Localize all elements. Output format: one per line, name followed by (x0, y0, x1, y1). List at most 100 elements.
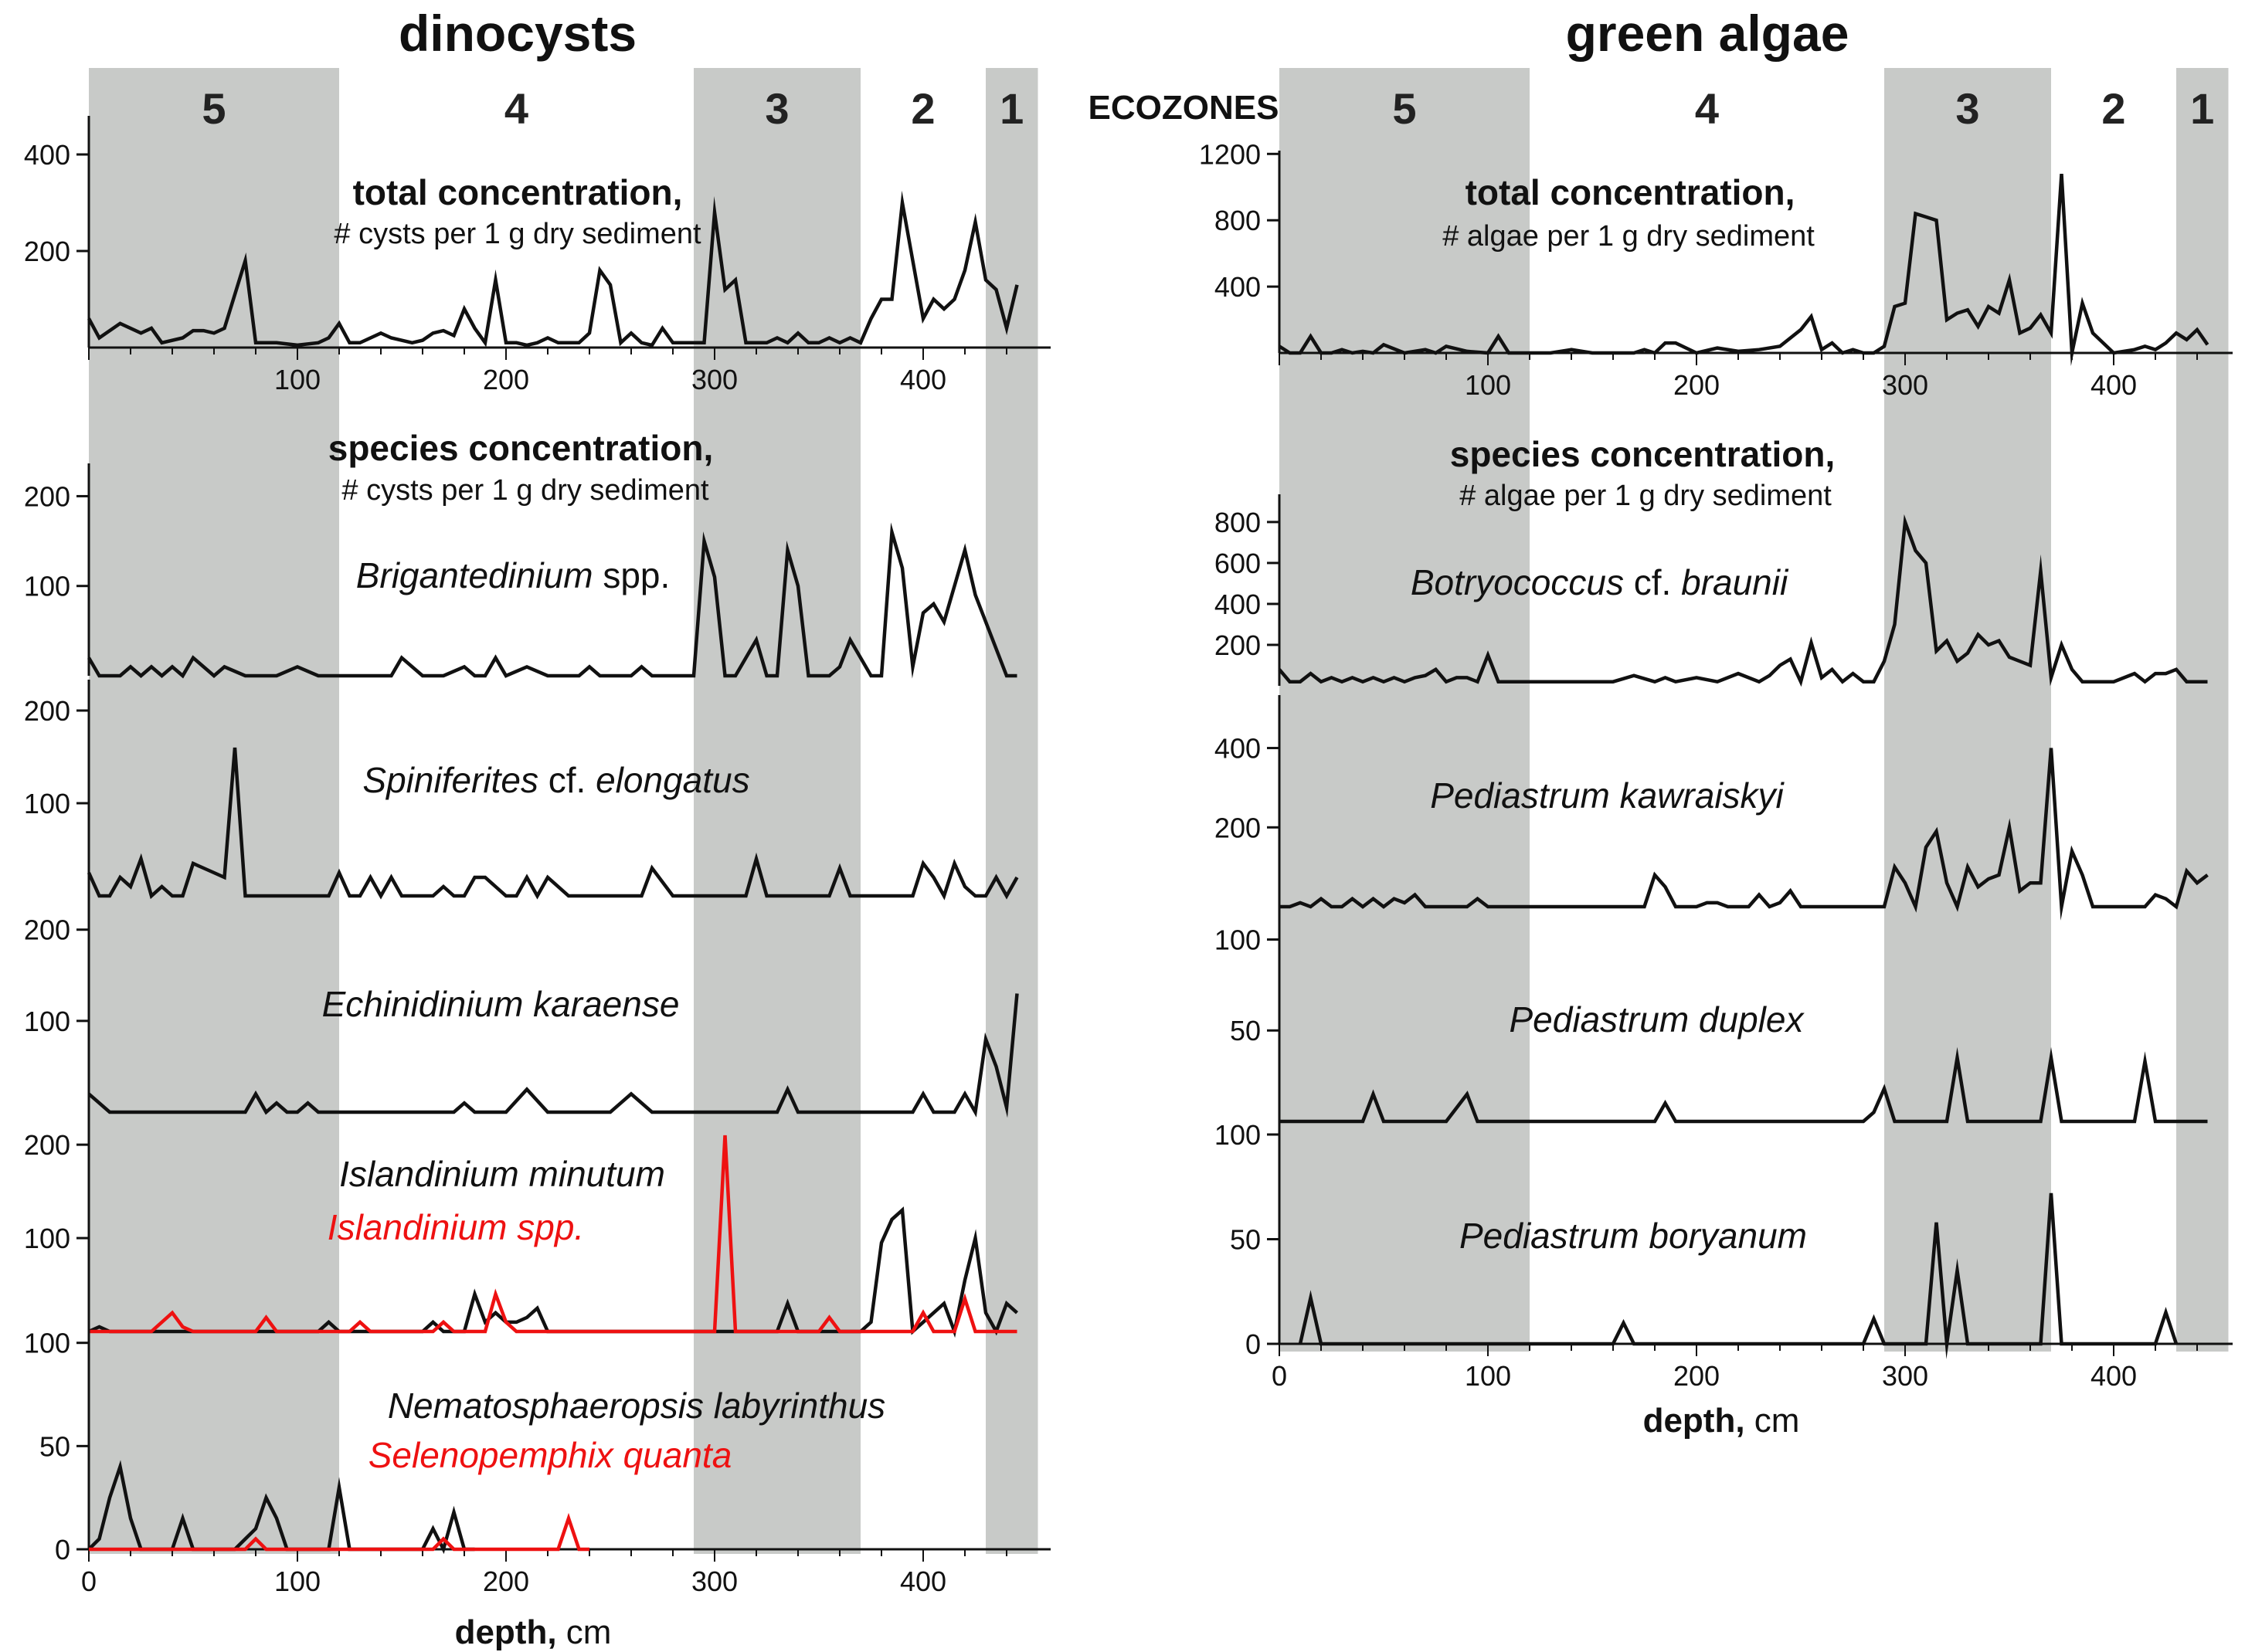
series-brigantedinium-spp- (87, 522, 1017, 679)
ecozone-label-2: 2 (911, 84, 935, 133)
label-brigantedinium: Brigantedinium spp. (356, 555, 671, 595)
x-tick-label: 0 (81, 1565, 97, 1597)
y-tick-label: 200 (24, 1129, 70, 1161)
ecozone-band-3 (1884, 68, 2051, 1352)
series-total (87, 190, 1019, 348)
algae-species-title: species concentration, (1450, 434, 1836, 474)
chart-dino-spin: 100 200 (24, 680, 1019, 901)
label-islandinium-spp: Islandinium spp. (328, 1207, 584, 1247)
y-tick-label: 400 (24, 139, 70, 171)
label-pediastrum-duplex: Pediastrum duplex (1510, 999, 1805, 1040)
dino-species-title: species concentration, (328, 428, 714, 468)
ecozone-band-5 (1279, 68, 1530, 1352)
label-selenopemphix: Selenopemphix quanta (369, 1435, 732, 1475)
ecozone-labels: 5 4 3 2 1 5 4 3 2 1 (202, 84, 2214, 133)
y-tick-label: 0 (55, 1534, 70, 1565)
chart-dino-total: 200 400 100 200 300 400 (24, 116, 1051, 395)
y-tick-label: 0 (1245, 1328, 1261, 1360)
x-tick-label: 400 (2090, 369, 2137, 401)
x-tick-label: 400 (900, 1565, 946, 1597)
algae-x-axis-label: depth, cm (1643, 1402, 1800, 1440)
dinocysts-title: dinocysts (399, 5, 637, 62)
series-selenopemphix-quanta (89, 1512, 589, 1552)
ecozone-shading-green-algae (1279, 68, 2229, 1352)
chart-algae-bory: 0 50 100 0 100 200 300 400 (1214, 1119, 2233, 1392)
x-tick-label: 300 (1882, 369, 1928, 401)
chart-algae-botry: 200 400 600 800 (1214, 494, 2208, 687)
x-tick-label: 300 (691, 364, 738, 395)
y-tick-label: 400 (1214, 589, 1261, 620)
label-islandinium-minutum: Islandinium minutum (339, 1154, 665, 1194)
x-tick-label: 100 (274, 364, 321, 395)
chart-dino-echi: 100 200 (24, 896, 1019, 1118)
label-spiniferites: Spiniferites cf. elongatus (362, 760, 749, 800)
label-nematosphaeropsis: Nematosphaeropsis labyrinthus (388, 1386, 885, 1426)
label-botryococcus: Botryococcus cf. braunii (1411, 562, 1789, 602)
y-tick-label: 200 (1214, 629, 1261, 661)
dino-total-title: total concentration, (353, 172, 683, 212)
chart-algae-duplex: 50 100 (1214, 904, 2208, 1124)
x-tick-label: 300 (1882, 1360, 1928, 1392)
y-tick-label: 200 (1214, 812, 1261, 843)
chart-dino-isl: 100 200 (24, 1112, 1019, 1338)
series-pediastrum-duplex (1279, 1046, 2208, 1124)
y-tick-label: 400 (1214, 271, 1261, 303)
series-spiniferites-cf-elongatus (87, 747, 1019, 901)
ecozones-label: ECOZONES (1089, 89, 1279, 127)
y-tick-label: 800 (1214, 507, 1261, 538)
ecozone-band-1 (2176, 68, 2229, 1352)
ecozone-label-1: 1 (1000, 84, 1024, 133)
y-tick-label: 200 (24, 695, 70, 727)
chart-dino-nem: 0 50 100 0 100 200 300 400 (24, 1328, 1051, 1597)
series-botryococcus-cf-braunii (1278, 514, 2208, 687)
algae-species-subtitle: # algae per 1 g dry sediment (1459, 480, 1832, 512)
y-tick-label: 600 (1214, 548, 1261, 579)
series-nematosphaeropsis-labyrinthus (87, 1460, 475, 1555)
x-tick-label: 200 (483, 364, 529, 395)
algae-total-title: total concentration, (1466, 172, 1795, 212)
y-tick-label: 800 (1214, 205, 1261, 236)
y-tick-label: 100 (1214, 1119, 1261, 1151)
dino-species-subtitle: # cysts per 1 g dry sediment (341, 474, 709, 507)
ecozone-label-4: 4 (1695, 84, 1719, 133)
x-tick-label: 100 (1465, 1360, 1511, 1392)
x-tick-label: 200 (483, 1565, 529, 1597)
chart-dino-brig: 100 200 (24, 463, 1017, 679)
y-tick-label: 50 (1230, 1223, 1261, 1255)
dino-total-subtitle: # cysts per 1 g dry sediment (334, 218, 701, 250)
y-tick-label: 100 (1214, 924, 1261, 955)
ecozone-label-4: 4 (504, 84, 528, 133)
label-echinidinium: Echinidinium karaense (322, 984, 680, 1024)
x-tick-label: 400 (2090, 1360, 2137, 1392)
y-tick-label: 100 (24, 1223, 70, 1254)
x-tick-label: 0 (1272, 1360, 1287, 1392)
ecozone-band-5 (89, 68, 339, 1554)
chart-algae-total: 400 800 1200 100 200 300 400 (1199, 138, 2233, 401)
label-pediastrum-kawraiskyi: Pediastrum kawraiskyi (1430, 775, 1785, 816)
ecozone-band-3 (694, 68, 861, 1554)
x-tick-label: 100 (274, 1565, 321, 1597)
y-tick-label: 1200 (1199, 138, 1261, 170)
y-tick-label: 200 (24, 480, 70, 512)
ecozone-label-3: 3 (765, 84, 789, 133)
algae-total-subtitle: # algae per 1 g dry sediment (1442, 220, 1815, 253)
x-tick-label: 200 (1673, 1360, 1720, 1392)
y-tick-label: 400 (1214, 733, 1261, 765)
y-tick-label: 100 (24, 1006, 70, 1037)
label-pediastrum-boryanum: Pediastrum boryanum (1459, 1216, 1807, 1256)
ecozone-label-2: 2 (2101, 84, 2125, 133)
y-tick-label: 100 (24, 571, 70, 602)
series-islandinium-spp- (89, 1135, 1017, 1334)
y-tick-label: 50 (1230, 1015, 1261, 1046)
chart-algae-kawr: 200 400 (1214, 695, 2209, 921)
y-tick-label: 200 (24, 914, 70, 946)
x-tick-label: 200 (1673, 369, 1720, 401)
ecozone-label-3: 3 (1955, 84, 1979, 133)
ecozone-label-5: 5 (1392, 84, 1416, 133)
green-algae-title: green algae (1566, 5, 1849, 62)
x-tick-label: 300 (691, 1565, 738, 1597)
series-pediastrum-kawraiskyi (1279, 748, 2209, 921)
y-tick-label: 50 (39, 1430, 70, 1462)
